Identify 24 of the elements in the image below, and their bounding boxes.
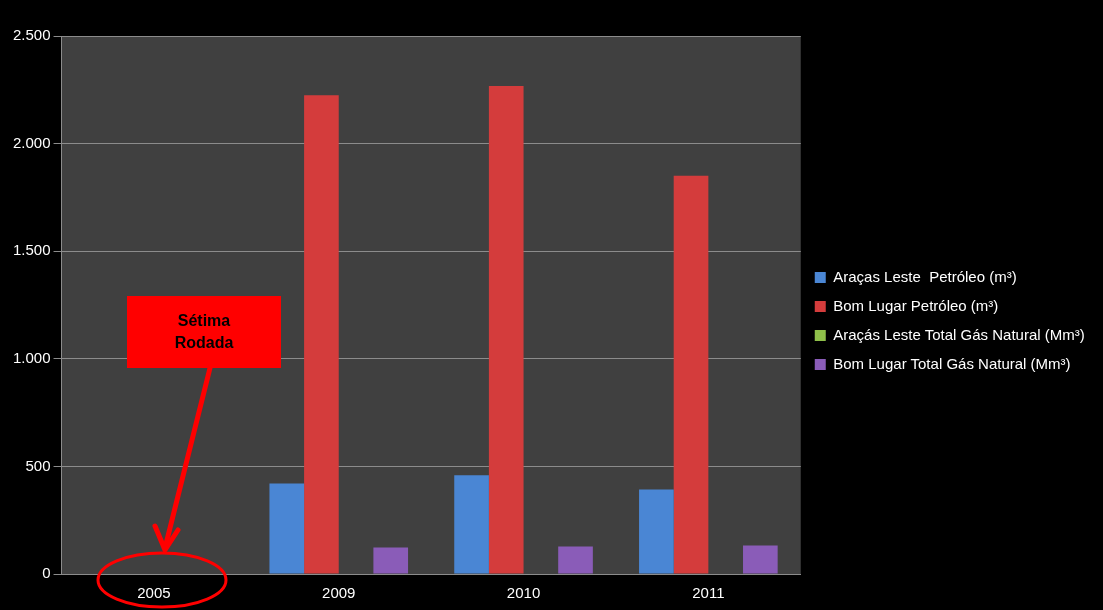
bar [558, 546, 593, 574]
callout-box: Sétima Rodada [127, 296, 281, 368]
legend-label: Bom Lugar Petróleo (m³) [833, 296, 999, 314]
x-tick-label: 2005 [137, 584, 171, 602]
x-tick-label: 2011 [692, 584, 725, 602]
bar [269, 483, 305, 574]
legend-label: Araçás Leste Total Gás Natural (Mm³) [833, 325, 1085, 343]
y-tick-label: 1.000 [12, 348, 51, 366]
bar [639, 489, 674, 574]
legend-label: Bom Lugar Total Gás Natural (Mm³) [833, 354, 1071, 372]
x-tick-label: 2009 [322, 584, 356, 602]
y-tick-label: 500 [25, 456, 51, 474]
bar [373, 547, 409, 574]
y-tick-label: 2.000 [12, 133, 51, 151]
legend-label: Araças Leste Petróleo (m³) [833, 267, 1017, 285]
y-tick-label: 2.500 [12, 26, 51, 44]
bar [743, 545, 778, 574]
y-tick-label: 0 [42, 564, 51, 582]
bar [304, 95, 339, 574]
bar [454, 475, 489, 574]
y-tick-label: 1.500 [12, 241, 51, 259]
bar [488, 85, 524, 574]
bar [673, 175, 709, 574]
x-tick-label: 2010 [506, 584, 541, 602]
